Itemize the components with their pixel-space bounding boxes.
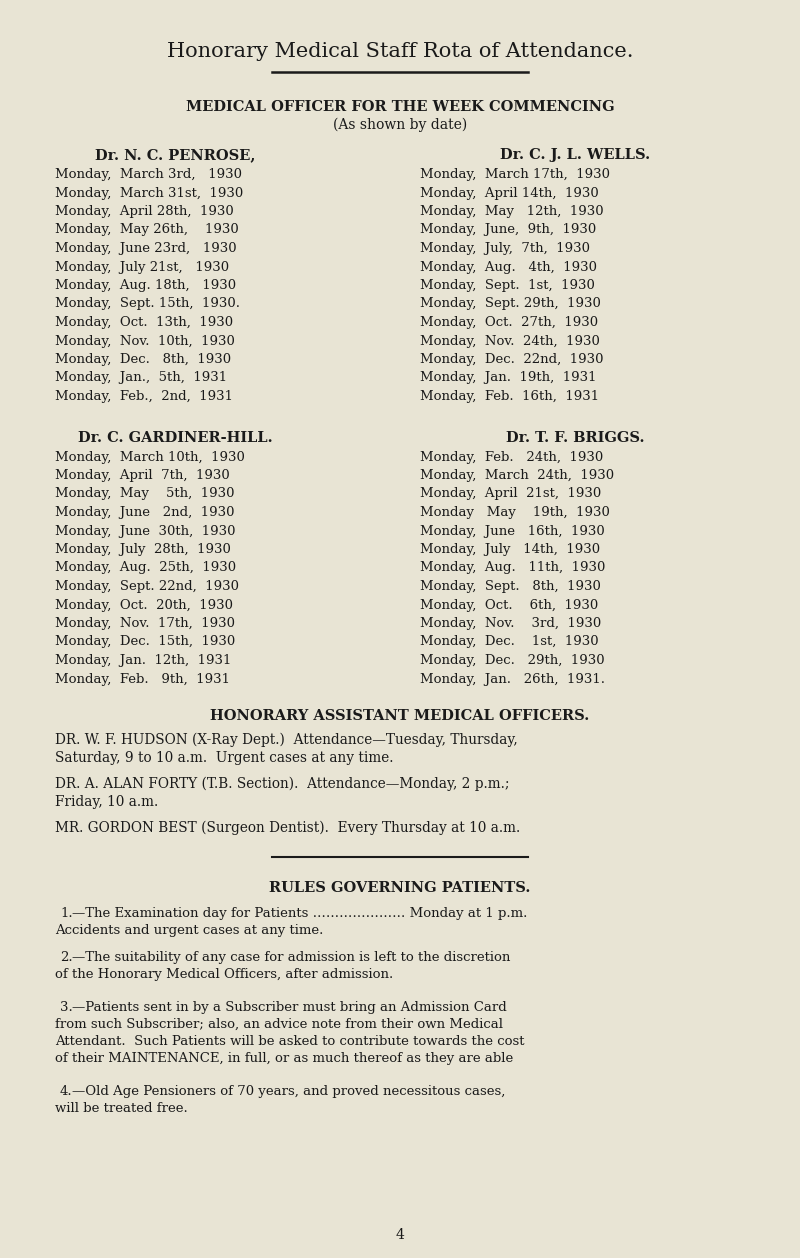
Text: 1.: 1. [60,907,73,920]
Text: Monday,  July,  7th,  1930: Monday, July, 7th, 1930 [420,242,590,255]
Text: Monday,  June 23rd,   1930: Monday, June 23rd, 1930 [55,242,237,255]
Text: Monday,  Dec.   29th,  1930: Monday, Dec. 29th, 1930 [420,654,605,667]
Text: from such Subscriber; also, an advice note from their own Medical: from such Subscriber; also, an advice no… [55,1018,503,1032]
Text: RULES GOVERNING PATIENTS.: RULES GOVERNING PATIENTS. [270,881,530,894]
Text: Monday,  Feb.   9th,  1931: Monday, Feb. 9th, 1931 [55,673,230,686]
Text: Monday,  Aug.   4th,  1930: Monday, Aug. 4th, 1930 [420,260,597,273]
Text: Monday,  Aug.  25th,  1930: Monday, Aug. 25th, 1930 [55,561,236,575]
Text: Monday,  June  30th,  1930: Monday, June 30th, 1930 [55,525,235,537]
Text: DR. W. F. HUDSON (X-Ray Dept.)  Attendance—Tuesday, Thursday,: DR. W. F. HUDSON (X-Ray Dept.) Attendanc… [55,733,518,747]
Text: —Old Age Pensioners of 70 years, and proved necessitous cases,: —Old Age Pensioners of 70 years, and pro… [72,1084,506,1098]
Text: Monday,  April  7th,  1930: Monday, April 7th, 1930 [55,469,230,482]
Text: Monday,  Aug.   11th,  1930: Monday, Aug. 11th, 1930 [420,561,606,575]
Text: Monday,  Sept.   8th,  1930: Monday, Sept. 8th, 1930 [420,580,601,593]
Text: Monday,  July 21st,   1930: Monday, July 21st, 1930 [55,260,229,273]
Text: 2.: 2. [60,951,73,964]
Text: Monday,  Sept. 22nd,  1930: Monday, Sept. 22nd, 1930 [55,580,239,593]
Text: 4: 4 [395,1228,405,1242]
Text: Monday,  Oct.  13th,  1930: Monday, Oct. 13th, 1930 [55,316,233,330]
Text: Monday,  April  21st,  1930: Monday, April 21st, 1930 [420,488,602,501]
Text: Monday,  April 28th,  1930: Monday, April 28th, 1930 [55,205,234,218]
Text: Monday,  Dec.  22nd,  1930: Monday, Dec. 22nd, 1930 [420,353,603,366]
Text: Monday,  Nov.    3rd,  1930: Monday, Nov. 3rd, 1930 [420,616,602,630]
Text: Monday,  June   2nd,  1930: Monday, June 2nd, 1930 [55,506,234,520]
Text: of their MAINTENANCE, in full, or as much thereof as they are able: of their MAINTENANCE, in full, or as muc… [55,1052,514,1066]
Text: Monday,  June   16th,  1930: Monday, June 16th, 1930 [420,525,605,537]
Text: will be treated free.: will be treated free. [55,1102,188,1115]
Text: DR. A. ALAN FORTY (T.B. Section).  Attendance—Monday, 2 p.m.;: DR. A. ALAN FORTY (T.B. Section). Attend… [55,777,510,791]
Text: Monday,  April 14th,  1930: Monday, April 14th, 1930 [420,186,598,200]
Text: Honorary Medical Staff Rota of Attendance.: Honorary Medical Staff Rota of Attendanc… [166,42,634,60]
Text: Monday,  May 26th,    1930: Monday, May 26th, 1930 [55,224,238,237]
Text: Accidents and urgent cases at any time.: Accidents and urgent cases at any time. [55,923,323,937]
Text: Friday, 10 a.m.: Friday, 10 a.m. [55,795,158,809]
Text: Monday,  Jan.  19th,  1931: Monday, Jan. 19th, 1931 [420,371,597,385]
Text: Monday,  Nov.  17th,  1930: Monday, Nov. 17th, 1930 [55,616,235,630]
Text: —The Examination day for Patients ………………… Monday at 1 p.m.: —The Examination day for Patients ………………… [72,907,527,920]
Text: Monday,  May    5th,  1930: Monday, May 5th, 1930 [55,488,234,501]
Text: Monday,  Feb.,  2nd,  1931: Monday, Feb., 2nd, 1931 [55,390,233,403]
Text: Monday,  Dec.    1st,  1930: Monday, Dec. 1st, 1930 [420,635,598,649]
Text: Monday,  Aug. 18th,   1930: Monday, Aug. 18th, 1930 [55,279,236,292]
Text: Monday,  Jan.   26th,  1931.: Monday, Jan. 26th, 1931. [420,673,605,686]
Text: Monday,  July   14th,  1930: Monday, July 14th, 1930 [420,543,600,556]
Text: Monday,  Oct.  20th,  1930: Monday, Oct. 20th, 1930 [55,599,233,611]
Text: Dr. T. F. BRIGGS.: Dr. T. F. BRIGGS. [506,430,644,444]
Text: MEDICAL OFFICER FOR THE WEEK COMMENCING: MEDICAL OFFICER FOR THE WEEK COMMENCING [186,99,614,114]
Text: Dr. C. J. L. WELLS.: Dr. C. J. L. WELLS. [500,148,650,162]
Text: Monday,  Oct.    6th,  1930: Monday, Oct. 6th, 1930 [420,599,598,611]
Text: 4.: 4. [60,1084,73,1098]
Text: Monday   May    19th,  1930: Monday May 19th, 1930 [420,506,610,520]
Text: Monday,  March 17th,  1930: Monday, March 17th, 1930 [420,169,610,181]
Text: Dr. C. GARDINER-HILL.: Dr. C. GARDINER-HILL. [78,430,272,444]
Text: 3.: 3. [60,1001,73,1014]
Text: Monday,  Jan.,  5th,  1931: Monday, Jan., 5th, 1931 [55,371,227,385]
Text: Monday,  Feb.  16th,  1931: Monday, Feb. 16th, 1931 [420,390,599,403]
Text: (As shown by date): (As shown by date) [333,118,467,132]
Text: Monday,  Oct.  27th,  1930: Monday, Oct. 27th, 1930 [420,316,598,330]
Text: Monday,  Sept. 15th,  1930.: Monday, Sept. 15th, 1930. [55,297,240,311]
Text: Monday,  March  24th,  1930: Monday, March 24th, 1930 [420,469,614,482]
Text: Monday,  Nov.  24th,  1930: Monday, Nov. 24th, 1930 [420,335,600,347]
Text: MR. GORDON BEST (Surgeon Dentist).  Every Thursday at 10 a.m.: MR. GORDON BEST (Surgeon Dentist). Every… [55,821,520,835]
Text: Monday,  Sept. 29th,  1930: Monday, Sept. 29th, 1930 [420,297,601,311]
Text: Monday,  Dec.  15th,  1930: Monday, Dec. 15th, 1930 [55,635,235,649]
Text: Attendant.  Such Patients will be asked to contribute towards the cost: Attendant. Such Patients will be asked t… [55,1035,525,1048]
Text: —Patients sent in by a Subscriber must bring an Admission Card: —Patients sent in by a Subscriber must b… [72,1001,506,1014]
Text: Monday,  March 10th,  1930: Monday, March 10th, 1930 [55,450,245,463]
Text: Monday,  Feb.   24th,  1930: Monday, Feb. 24th, 1930 [420,450,603,463]
Text: —The suitability of any case for admission is left to the discretion: —The suitability of any case for admissi… [72,951,510,964]
Text: Monday,  Jan.  12th,  1931: Monday, Jan. 12th, 1931 [55,654,231,667]
Text: HONORARY ASSISTANT MEDICAL OFFICERS.: HONORARY ASSISTANT MEDICAL OFFICERS. [210,710,590,723]
Text: Monday,  Nov.  10th,  1930: Monday, Nov. 10th, 1930 [55,335,235,347]
Text: Monday,  Sept.  1st,  1930: Monday, Sept. 1st, 1930 [420,279,595,292]
Text: of the Honorary Medical Officers, after admission.: of the Honorary Medical Officers, after … [55,967,394,981]
Text: Dr. N. C. PENROSE,: Dr. N. C. PENROSE, [95,148,255,162]
Text: Monday,  March 31st,  1930: Monday, March 31st, 1930 [55,186,243,200]
Text: Monday,  Dec.   8th,  1930: Monday, Dec. 8th, 1930 [55,353,231,366]
Text: Saturday, 9 to 10 a.m.  Urgent cases at any time.: Saturday, 9 to 10 a.m. Urgent cases at a… [55,751,394,765]
Text: Monday,  June,  9th,  1930: Monday, June, 9th, 1930 [420,224,596,237]
Text: Monday,  July  28th,  1930: Monday, July 28th, 1930 [55,543,231,556]
Text: Monday,  March 3rd,   1930: Monday, March 3rd, 1930 [55,169,242,181]
Text: Monday,  May   12th,  1930: Monday, May 12th, 1930 [420,205,604,218]
